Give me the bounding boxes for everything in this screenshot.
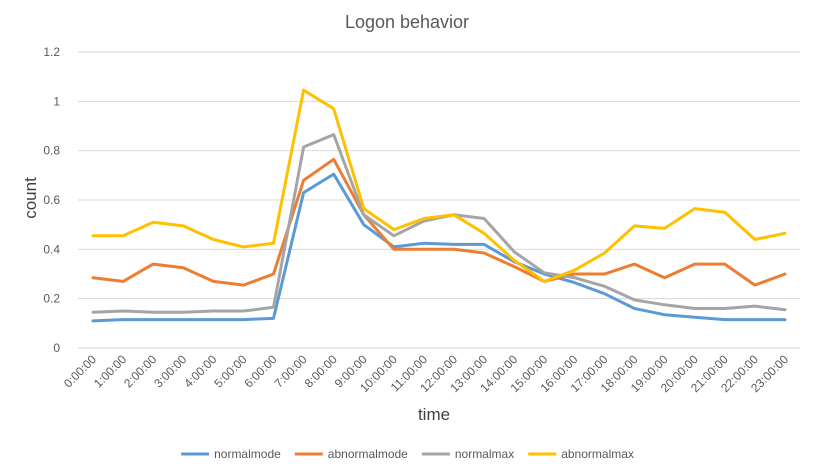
x-tick-label: 1:00:00 — [91, 352, 129, 390]
legend-item-normalmax: normalmax — [421, 447, 514, 461]
x-tick-label: 3:00:00 — [151, 352, 189, 390]
legend-label: abnormalmax — [561, 447, 634, 461]
y-axis-label: count — [21, 177, 40, 219]
y-tick-label: 0 — [53, 341, 60, 355]
x-tick-label: 8:00:00 — [302, 352, 340, 390]
x-axis-label: time — [418, 405, 450, 424]
legend-label: normalmode — [214, 447, 281, 461]
y-tick-label: 0.8 — [43, 144, 60, 158]
series-lines — [91, 88, 787, 323]
x-tick-label: 0:00:00 — [61, 352, 99, 390]
gridlines — [78, 51, 800, 349]
legend-label: abnormalmode — [328, 447, 408, 461]
y-axis-ticks: 0 0.2 0.4 0.6 0.8 1 1.2 — [43, 45, 60, 355]
x-axis-ticks: 0:00:001:00:002:00:003:00:004:00:005:00:… — [61, 352, 791, 395]
y-tick-label: 0.4 — [43, 242, 60, 256]
chart-title: Logon behavior — [345, 12, 469, 32]
x-tick-label: 7:00:00 — [272, 352, 310, 390]
x-tick-label: 4:00:00 — [181, 352, 219, 390]
series-line-normalmax — [91, 133, 787, 314]
legend-item-normalmode: normalmode — [181, 447, 281, 461]
x-tick-label: 5:00:00 — [211, 352, 249, 390]
series-line-abnormalmode — [91, 157, 787, 287]
legend-item-abnormalmode: abnormalmode — [294, 447, 408, 461]
y-tick-label: 0.2 — [43, 292, 60, 306]
series-line-abnormalmax — [91, 88, 787, 283]
legend-item-abnormalmax: abnormalmax — [528, 447, 634, 461]
y-tick-label: 1.2 — [43, 45, 60, 59]
series-line-normalmode — [91, 172, 787, 323]
legend-label: normalmax — [455, 447, 514, 461]
x-tick-label: 6:00:00 — [241, 352, 279, 390]
y-tick-label: 0.6 — [43, 193, 60, 207]
x-tick-label: 2:00:00 — [121, 352, 159, 390]
y-tick-label: 1 — [53, 94, 60, 108]
legend: normalmode abnormalmode normalmax abnormalm… — [181, 447, 634, 461]
